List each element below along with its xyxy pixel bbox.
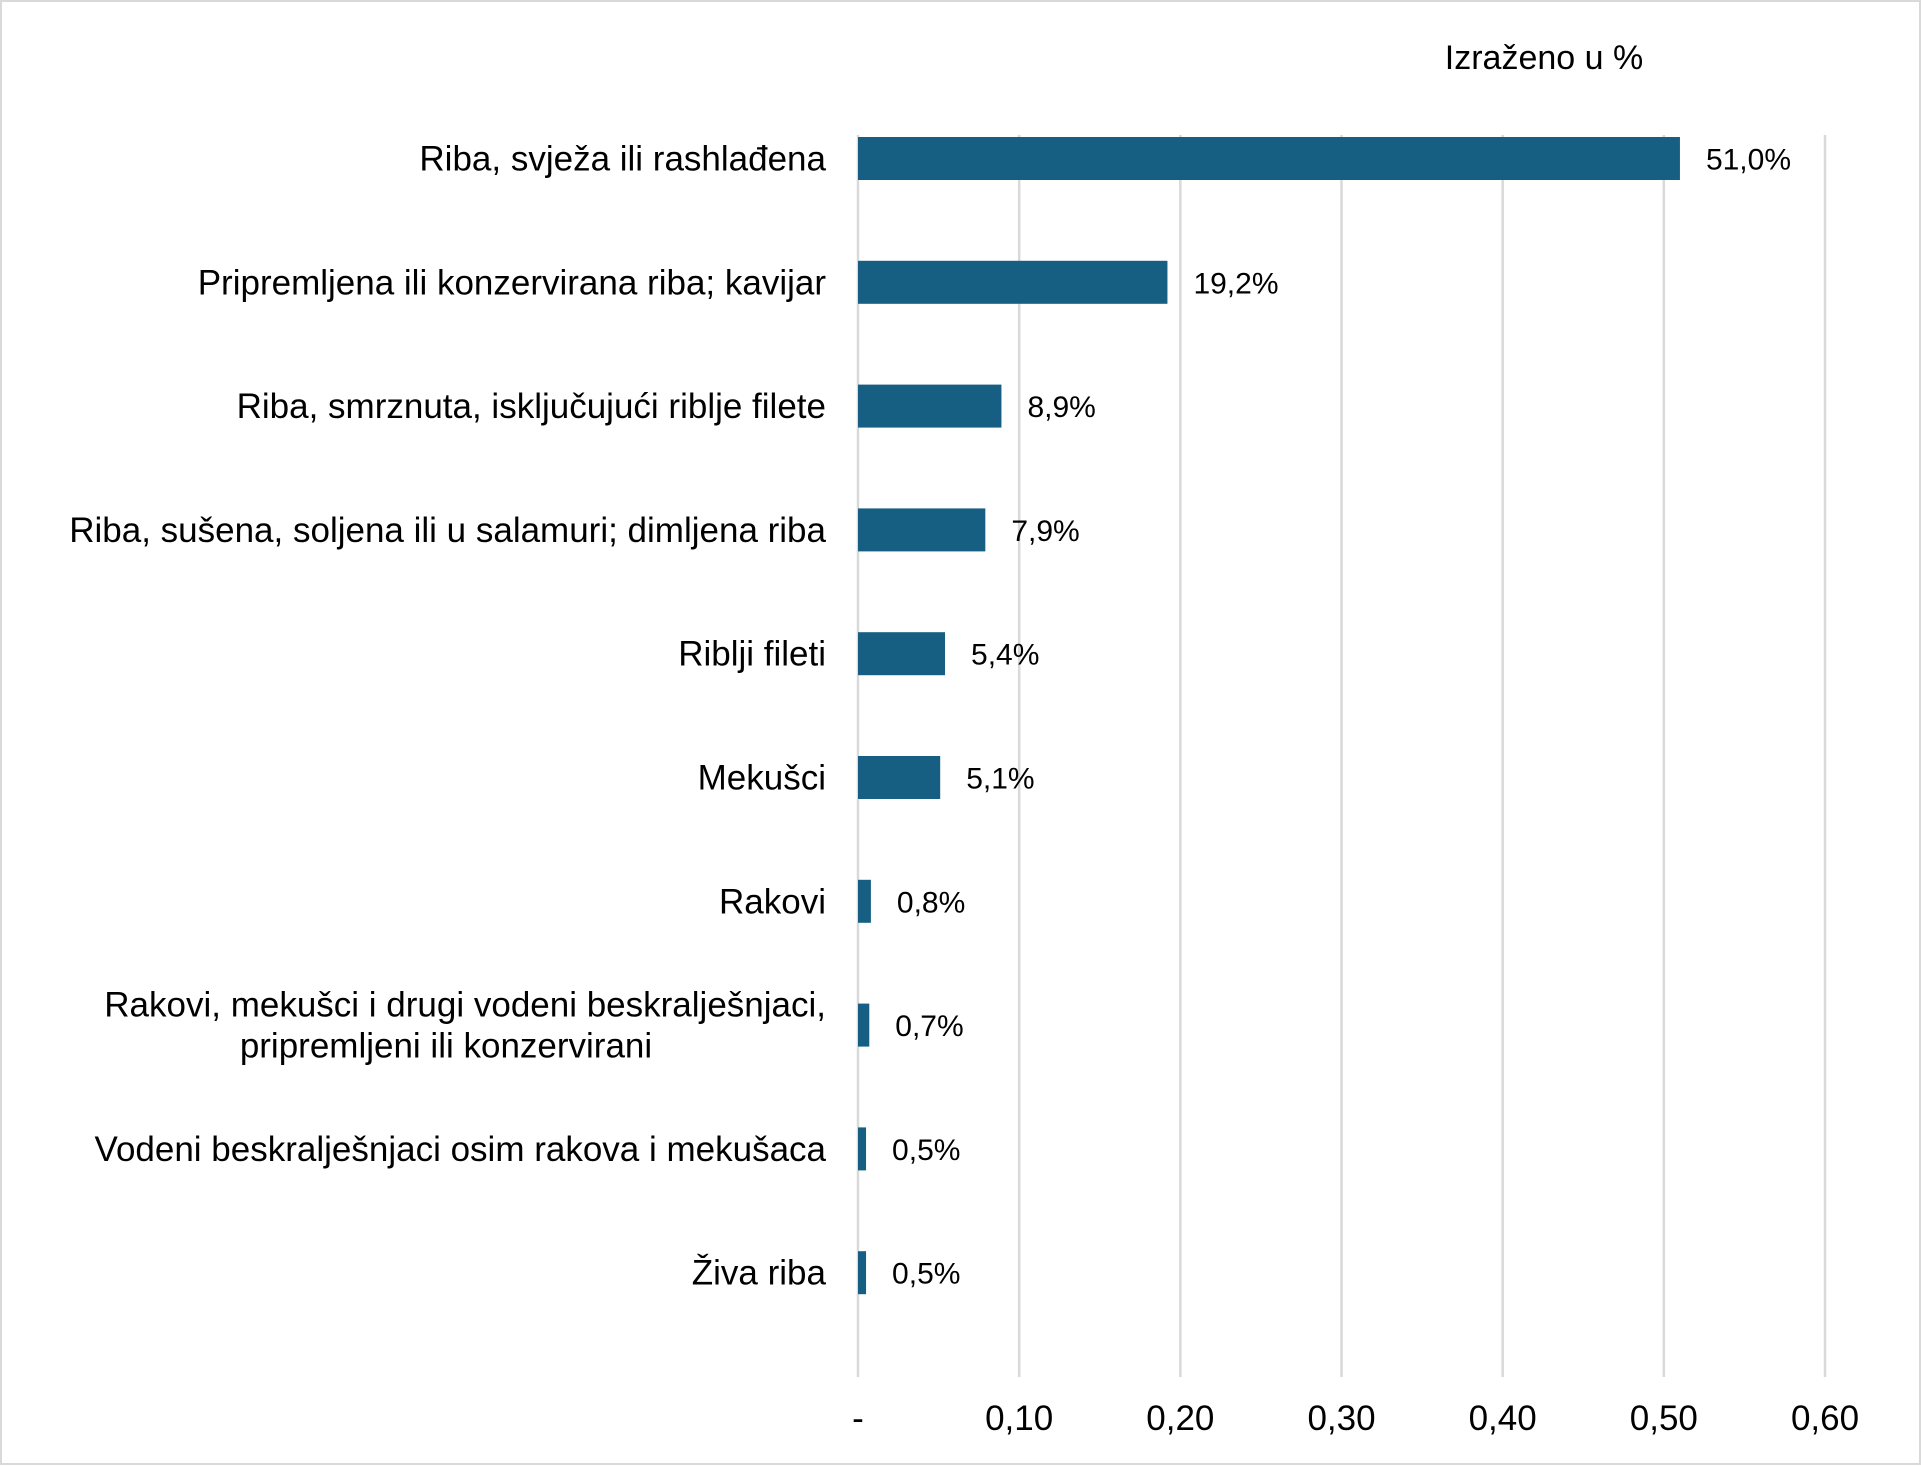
bar <box>858 632 946 676</box>
bar <box>858 756 941 799</box>
data-label: 0,7% <box>895 1010 963 1043</box>
data-label: 0,8% <box>897 886 965 919</box>
bars <box>858 137 1680 1295</box>
bar <box>858 1127 867 1171</box>
data-label: 5,4% <box>971 639 1039 672</box>
data-label: 51,0% <box>1706 144 1791 177</box>
category-label: Pripremljena ili konzervirana riba; kavi… <box>198 263 827 302</box>
category-label: Riba, sušena, soljena ili u salamuri; di… <box>69 511 826 550</box>
bar <box>858 384 1002 428</box>
x-tick-label: 0,60 <box>1791 1399 1859 1438</box>
data-label: 0,5% <box>892 1258 960 1291</box>
bar <box>858 1251 867 1295</box>
x-tick-label: 0,30 <box>1307 1399 1375 1438</box>
category-label: Rakovi, mekušci i drugi vodeni beskralje… <box>104 986 826 1025</box>
data-label: 8,9% <box>1027 391 1095 424</box>
x-tick-label: 0,40 <box>1469 1399 1537 1438</box>
category-label: Mekušci <box>698 759 826 798</box>
bar <box>858 508 986 552</box>
data-label: 0,5% <box>892 1134 960 1167</box>
category-label: Živa riba <box>692 1254 827 1293</box>
category-label: Riba, smrznuta, isključujući riblje file… <box>237 387 826 426</box>
bar <box>858 1003 870 1047</box>
unit-note: Izraženo u % <box>1445 39 1643 77</box>
labels: - 0,10 0,20 0,30 0,40 0,50 0,60 51,0% Riba, svje… <box>69 140 1859 1439</box>
x-tick-label: 0,50 <box>1630 1399 1698 1438</box>
category-label: Rakovi <box>719 882 826 921</box>
data-label: 7,9% <box>1011 515 1079 548</box>
gridlines <box>856 135 1827 1377</box>
category-label: pripremljeni ili konzervirani <box>240 1027 652 1066</box>
data-label: 19,2% <box>1193 267 1278 300</box>
category-label: Vodeni beskralješnjaci osim rakova i mek… <box>95 1130 827 1169</box>
x-tick-label: 0,10 <box>985 1399 1053 1438</box>
bar <box>858 879 871 923</box>
data-label: 5,1% <box>966 763 1034 796</box>
x-tick-label: - <box>852 1399 864 1438</box>
bar <box>858 137 1680 180</box>
category-label: Riba, svježa ili rashlađena <box>419 140 826 179</box>
bar <box>858 260 1168 304</box>
category-label: Riblji fileti <box>678 635 826 674</box>
x-tick-label: 0,20 <box>1146 1399 1214 1438</box>
